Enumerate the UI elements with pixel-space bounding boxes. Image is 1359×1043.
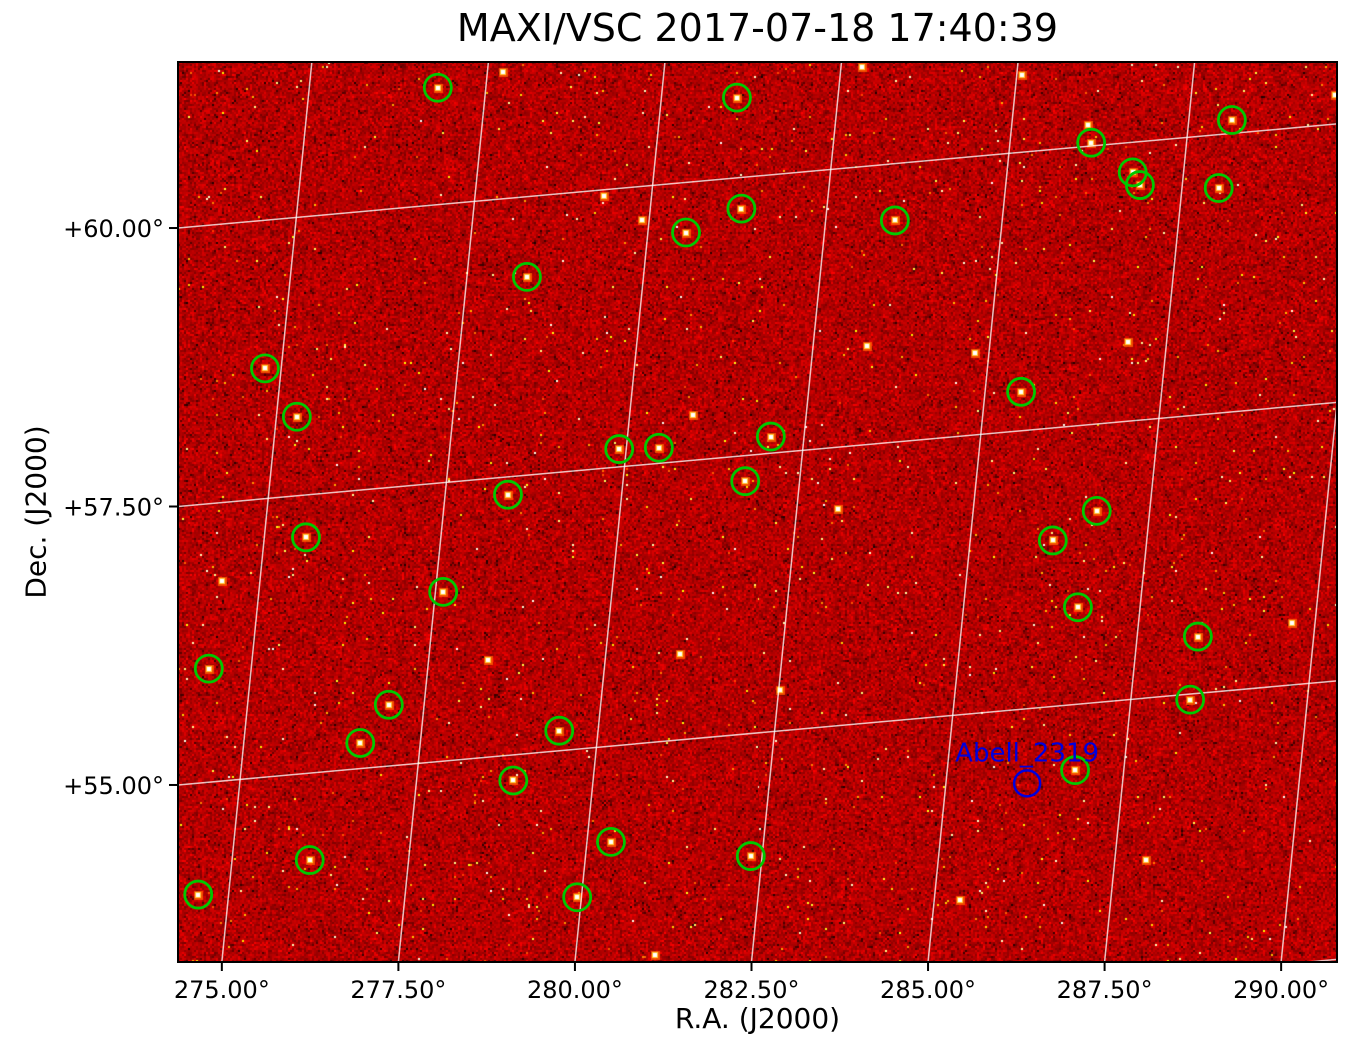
source-circle bbox=[643, 432, 674, 463]
x-tick-label: 275.00° bbox=[174, 976, 270, 1004]
source-circle bbox=[604, 434, 635, 464]
x-tick-label: 282.50° bbox=[703, 976, 799, 1004]
x-tick-label: 285.00° bbox=[880, 976, 976, 1004]
axis-ticks bbox=[169, 227, 1283, 971]
source-circle bbox=[493, 479, 523, 510]
source-circle bbox=[512, 261, 542, 292]
source-circle bbox=[1203, 173, 1234, 203]
grid-line-ra bbox=[397, 62, 490, 962]
source-circle bbox=[1125, 170, 1155, 200]
source-circle bbox=[291, 522, 321, 553]
source-circle bbox=[183, 879, 214, 910]
source-circle bbox=[1175, 684, 1206, 715]
annotation-circle bbox=[1012, 769, 1042, 798]
y-tick-label: +57.50° bbox=[63, 494, 164, 522]
source-circle bbox=[735, 841, 766, 871]
source-circle bbox=[671, 217, 701, 248]
source-circle bbox=[193, 653, 224, 684]
source-circle bbox=[1216, 105, 1247, 135]
grid-line-ra bbox=[574, 62, 666, 962]
source-circle bbox=[730, 466, 761, 497]
source-circle bbox=[1081, 495, 1112, 526]
grid-line-dec bbox=[178, 680, 1337, 786]
source-circles bbox=[183, 72, 1247, 913]
source-circle bbox=[562, 882, 593, 913]
axes-frame bbox=[177, 61, 1338, 963]
source-circle bbox=[281, 401, 312, 432]
source-circle bbox=[373, 689, 404, 720]
source-circle bbox=[498, 765, 529, 796]
grid-line-ra bbox=[221, 62, 313, 962]
x-tick-label: 280.00° bbox=[527, 976, 623, 1004]
source-circle bbox=[722, 82, 752, 113]
x-tick-label: 290.00° bbox=[1233, 976, 1329, 1004]
source-circle bbox=[1037, 525, 1068, 556]
sky-image bbox=[178, 62, 1337, 962]
source-circle bbox=[428, 576, 459, 607]
chart-title: MAXI/VSC 2017-07-18 17:40:39 bbox=[456, 6, 1059, 50]
source-circle bbox=[1060, 755, 1090, 786]
source-circle bbox=[726, 193, 757, 224]
grid-line-ra bbox=[750, 62, 843, 962]
y-tick-label: +55.00° bbox=[63, 772, 164, 800]
source-circle bbox=[1006, 376, 1036, 407]
x-axis-title: R.A. (J2000) bbox=[674, 1002, 841, 1035]
source-circle bbox=[879, 205, 910, 236]
x-tick-label: 287.50° bbox=[1057, 976, 1153, 1004]
grid-line-dec bbox=[178, 123, 1337, 229]
grid-line-ra bbox=[1103, 62, 1196, 962]
y-axis-title: Dec. (J2000) bbox=[19, 425, 53, 599]
x-tick-label: 277.50° bbox=[350, 976, 446, 1004]
source-circle bbox=[544, 715, 575, 746]
grid-line-ra bbox=[1280, 395, 1337, 962]
source-circle bbox=[250, 353, 280, 384]
source-circle bbox=[1076, 127, 1107, 158]
source-circle bbox=[1063, 592, 1093, 623]
source-circle bbox=[294, 845, 325, 875]
source-circle bbox=[422, 72, 453, 103]
y-tick-label: +60.00° bbox=[63, 215, 164, 243]
grid-lines bbox=[178, 62, 1337, 962]
source-circle bbox=[755, 421, 786, 452]
source-circle bbox=[1182, 621, 1213, 652]
annotation-label: Abell_2319 bbox=[955, 738, 1099, 768]
source-circle bbox=[596, 826, 626, 857]
grid-line-ra bbox=[927, 62, 1019, 962]
grid-line-dec bbox=[178, 401, 1337, 508]
source-circle bbox=[345, 728, 376, 758]
